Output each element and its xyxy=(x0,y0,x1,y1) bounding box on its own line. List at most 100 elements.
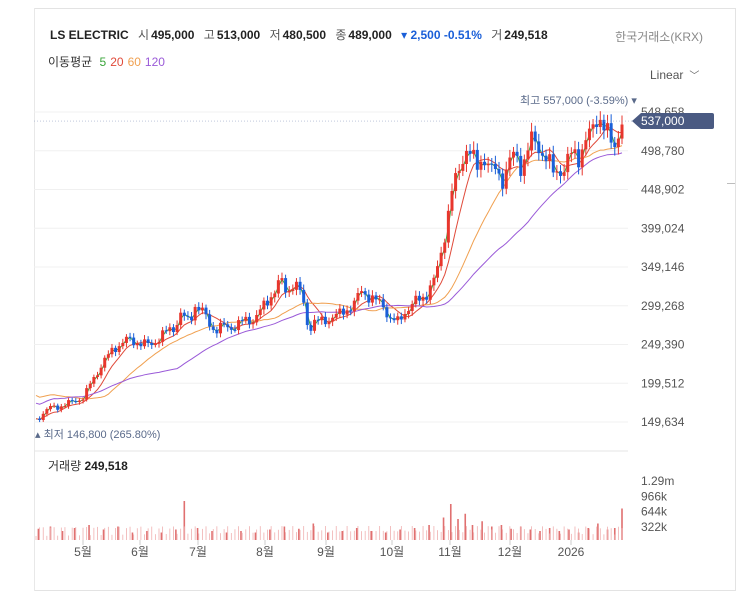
candle-body xyxy=(526,150,530,160)
candle-body xyxy=(421,296,425,301)
candle-body xyxy=(132,337,136,346)
volume-bar xyxy=(558,531,561,540)
volume-bar xyxy=(419,531,420,540)
volume-bar xyxy=(285,532,286,540)
volume-bar xyxy=(372,531,373,540)
candle-body xyxy=(233,329,237,331)
volume-bar xyxy=(476,526,478,540)
volume-bar xyxy=(97,526,98,540)
candle-body xyxy=(483,161,487,166)
candle-body xyxy=(294,281,298,290)
volume-bar xyxy=(415,530,417,540)
candle-body xyxy=(70,400,74,402)
volume-bar xyxy=(281,526,283,540)
volume-bar xyxy=(451,532,453,540)
volume-bar xyxy=(104,527,106,540)
scale-selector[interactable]: Linear ﹀ xyxy=(650,67,699,82)
volume-bar xyxy=(513,529,514,540)
price-tick-label: 199,512 xyxy=(641,376,685,390)
volume-bar xyxy=(375,531,377,540)
volume-bar xyxy=(122,534,124,540)
volume-bar xyxy=(136,528,138,540)
volume-bar xyxy=(245,529,247,540)
current-price-label: 537,000 xyxy=(641,114,685,128)
candle-body xyxy=(146,339,150,343)
volume-tick-label: 322k xyxy=(641,520,668,534)
volume-bar xyxy=(131,532,134,540)
volume-bar xyxy=(60,527,62,540)
volume-bar xyxy=(187,533,189,540)
candle-body xyxy=(52,405,56,407)
frame-bottom-border xyxy=(34,590,736,591)
candle-body xyxy=(88,383,92,389)
open-label: 시 xyxy=(138,28,150,42)
candle-body xyxy=(251,322,255,325)
candle-body xyxy=(370,295,374,303)
candle-body xyxy=(479,161,483,170)
volume-bar xyxy=(216,526,218,540)
volume-bar xyxy=(610,528,612,540)
candle-body xyxy=(392,318,396,321)
candle-body xyxy=(48,406,52,410)
volume-bar xyxy=(597,523,599,540)
volume-bar xyxy=(254,532,257,540)
volume-panel-label: 거래량 249,518 xyxy=(48,457,128,474)
volume-bar xyxy=(500,525,503,540)
candle-body xyxy=(106,354,110,358)
volume-bar xyxy=(350,531,352,540)
volume-bar xyxy=(568,529,570,540)
volume-bar xyxy=(140,526,142,540)
volume-bar xyxy=(303,526,305,540)
candle-body xyxy=(171,327,175,333)
volume-bar xyxy=(160,532,163,540)
volume-bar xyxy=(491,529,493,540)
candle-body xyxy=(323,316,327,325)
volume-bar xyxy=(442,517,445,540)
volume-bar xyxy=(191,528,192,540)
volume-tick-label: 1.29m xyxy=(641,474,674,488)
candle-body xyxy=(551,154,555,173)
volume-bar xyxy=(115,528,116,540)
volume-bar xyxy=(223,529,225,540)
candle-body xyxy=(385,307,389,318)
time-axis: 5월 6월 7월 8월 9월 10월 11월 12월 2026 xyxy=(74,540,585,559)
candle-body xyxy=(284,278,288,293)
volume-bar xyxy=(176,533,178,540)
candle-body xyxy=(606,123,610,131)
candle-body xyxy=(327,321,331,325)
volume-bar xyxy=(531,526,532,540)
candle-body xyxy=(356,292,360,301)
volume-bar xyxy=(238,526,239,540)
volume-bar xyxy=(585,526,587,540)
candle-body xyxy=(609,123,613,143)
volume-bar xyxy=(464,513,467,540)
volume-bar xyxy=(422,526,424,540)
volume-bar xyxy=(241,532,243,540)
volume-bar xyxy=(46,535,48,540)
price-tick-label: 399,024 xyxy=(641,221,685,235)
volume-panel-value: 249,518 xyxy=(84,459,128,473)
volume-tick-label: 644k xyxy=(641,505,668,519)
candlesticks xyxy=(38,111,624,423)
volume-bar xyxy=(413,528,416,540)
candle-body xyxy=(320,316,324,321)
volume-bar xyxy=(444,526,446,540)
candle-body xyxy=(95,375,99,378)
candle-body xyxy=(280,278,284,281)
volume-bar xyxy=(162,526,164,540)
high-label: 고 xyxy=(203,28,215,42)
volume-bar xyxy=(614,534,616,540)
candle-body xyxy=(153,343,157,346)
candle-body xyxy=(266,300,270,306)
volume-bar xyxy=(484,532,485,540)
volume-bar xyxy=(169,528,171,540)
volume-bar xyxy=(183,501,186,540)
candle-body xyxy=(244,316,248,321)
volume-bar xyxy=(299,530,301,540)
volume-bar xyxy=(173,526,174,540)
candle-body xyxy=(305,302,309,326)
candle-body xyxy=(591,124,595,129)
volume-bar xyxy=(339,531,341,540)
volume-bar xyxy=(306,531,308,540)
